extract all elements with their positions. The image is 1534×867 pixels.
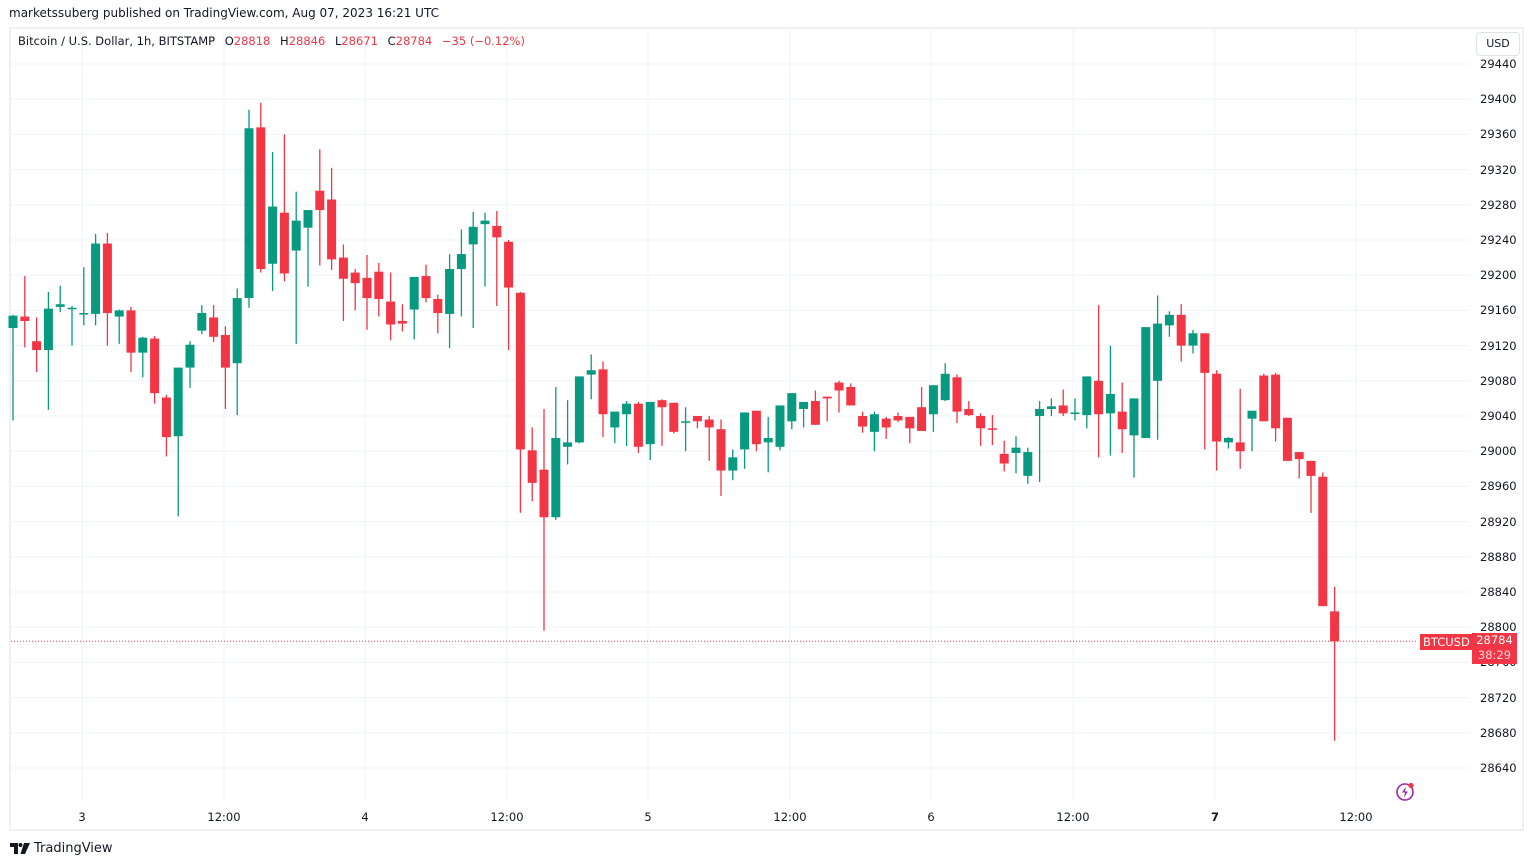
change-value: −35 (−0.12%) (441, 34, 525, 48)
time-tick-label: 3 (78, 810, 86, 824)
time-tick-label: 12:00 (490, 810, 524, 824)
symbol-legend: Bitcoin / U.S. Dollar, 1h, BITSTAMP O288… (18, 34, 525, 48)
price-tick-label: 29040 (1480, 409, 1517, 423)
time-tick-label: 12:00 (207, 810, 241, 824)
price-tick-label: 29080 (1480, 373, 1517, 388)
low-value: 28671 (341, 34, 378, 48)
symbol-price-tag: BTCUSD (1420, 634, 1473, 650)
bar-countdown: 38:29 (1477, 648, 1512, 662)
time-tick-label: 7 (1210, 810, 1220, 824)
price-tick-label: 29160 (1480, 303, 1517, 318)
open-label: O (224, 34, 234, 48)
price-tick-label: 28800 (1480, 620, 1517, 635)
symbol-title: Bitcoin / U.S. Dollar, 1h, BITSTAMP (18, 34, 216, 48)
price-tick-label: 29240 (1480, 233, 1517, 247)
brand-name: TradingView (34, 841, 113, 856)
publisher-line: marketssuberg published on TradingView.c… (9, 6, 439, 20)
price-tick-label: 29200 (1480, 268, 1517, 283)
time-tick-label: 12:00 (773, 810, 807, 824)
time-tick-label: 5 (644, 810, 652, 824)
time-tick-label: 12:00 (1056, 810, 1090, 824)
low-label: L (334, 34, 342, 48)
price-tick-label: 28880 (1480, 549, 1517, 564)
time-tick-label: 4 (361, 810, 369, 824)
close-label: C (387, 34, 396, 48)
tradingview-logo-icon (10, 842, 30, 854)
lightning-bolt-icon[interactable] (1395, 782, 1415, 802)
price-tick-label: 28960 (1480, 479, 1517, 494)
price-tick-label: 28640 (1480, 761, 1517, 775)
price-tick-label: 28720 (1480, 690, 1517, 705)
price-tick-label: 29120 (1480, 338, 1517, 353)
high-label: H (280, 34, 289, 48)
price-tick-label: 29440 (1480, 57, 1517, 71)
price-tick-label: 28840 (1480, 585, 1517, 599)
price-tick-label: 29400 (1480, 92, 1517, 107)
price-tick-label: 29280 (1480, 197, 1517, 212)
time-tick-label: 6 (927, 810, 935, 824)
price-tick-label: 28680 (1480, 725, 1517, 740)
high-value: 28846 (288, 34, 326, 48)
price-tick-label: 28920 (1480, 514, 1517, 529)
price-tick-label: 29320 (1480, 162, 1517, 177)
price-tick-label: 29360 (1480, 127, 1517, 142)
open-value: 28818 (233, 34, 271, 48)
time-tick-label: 12:00 (1339, 810, 1373, 824)
currency-button[interactable]: USD (1476, 32, 1520, 56)
tradingview-logo[interactable]: TradingView (10, 841, 113, 856)
last-price-value: 28784 (1476, 633, 1513, 647)
price-tick-label: 29000 (1480, 444, 1517, 459)
close-value: 28784 (395, 34, 433, 48)
last-price-tag: 28784 38:29 (1472, 633, 1517, 664)
